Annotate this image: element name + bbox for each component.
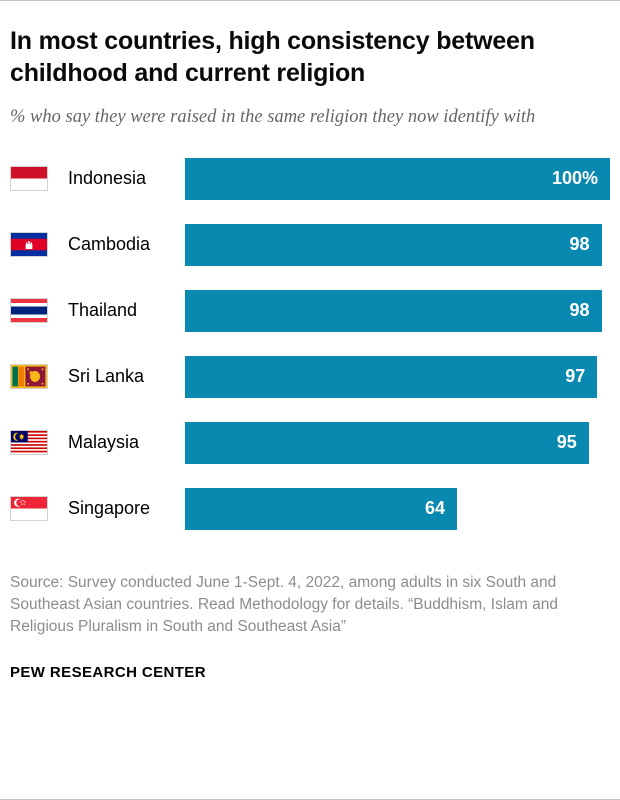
bar-value-label: 64 [424,498,445,519]
bar-value-label: 98 [569,234,590,255]
bar-value-label: 100% [551,168,598,189]
bar-chart: Indonesia 100% [10,157,610,530]
bar-track: 98 [185,223,610,266]
bar-track: 98 [185,289,610,332]
indonesia-flag-icon [10,166,48,192]
chart-row-cambodia: Cambodia 98 [10,223,610,266]
sri-lanka-flag-icon [10,364,48,390]
chart-subtitle: % who say they were raised in the same r… [10,107,536,127]
bar-indonesia: 100% [185,157,610,200]
country-label: Malaysia [68,432,140,453]
chart-row-singapore: Singapore 64 [10,487,610,530]
bar-track: 95 [185,421,610,464]
bar-track: 97 [185,355,610,398]
chart-row-sri-lanka: Sri Lanka 97 [10,355,610,398]
bar-value-label: 95 [556,432,577,453]
bar-cambodia: 98 [185,223,602,266]
thailand-flag-icon [10,298,48,324]
bar-track: 100% [185,157,610,200]
bar-sri-lanka: 97 [185,355,598,398]
org-footer: PEW RESEARCH CENTER [10,663,206,681]
bar-value-label: 97 [565,366,586,387]
country-label: Singapore [68,498,151,519]
cambodia-flag-icon [10,232,48,258]
source-note: Source: Survey conducted June 1-Sept. 4,… [10,573,558,635]
country-label: Cambodia [68,234,151,255]
page-title: In most countries, high consistency betw… [10,27,535,87]
bar-thailand: 98 [185,289,602,332]
bar-value-label: 98 [569,300,590,321]
bar-track: 64 [185,487,610,530]
chart-row-malaysia: Malaysia 95 [10,421,610,464]
country-label: Sri Lanka [68,366,145,387]
singapore-flag-icon [10,496,48,522]
malaysia-flag-icon [10,430,48,456]
country-label: Thailand [68,300,138,321]
bar-singapore: 64 [185,487,457,530]
chart-row-indonesia: Indonesia 100% [10,157,610,200]
chart-row-thailand: Thailand 98 [10,289,610,332]
country-label: Indonesia [68,168,147,189]
bar-malaysia: 95 [185,421,589,464]
